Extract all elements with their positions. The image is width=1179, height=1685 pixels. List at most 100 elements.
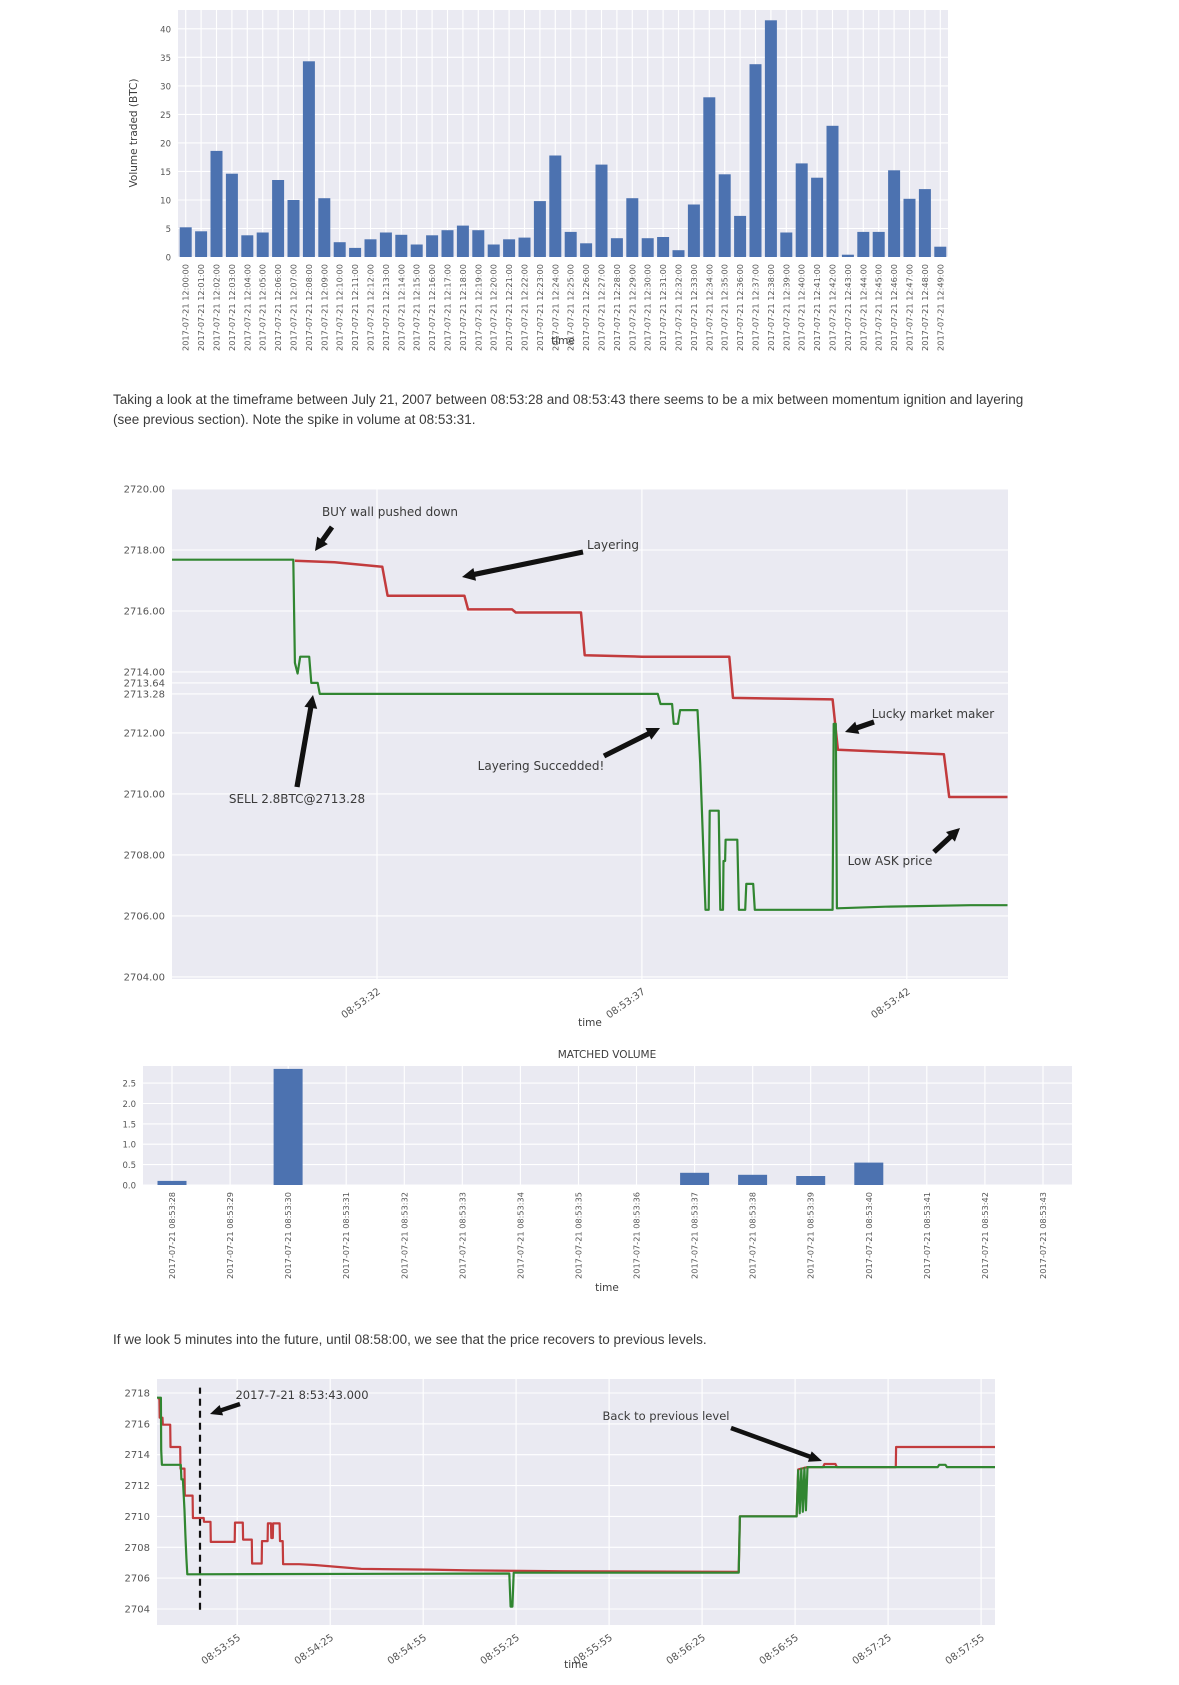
svg-text:2017-07-21 12:42:00: 2017-07-21 12:42:00 [828,264,838,351]
bar [564,231,577,257]
bar [549,155,562,257]
svg-text:2706.00: 2706.00 [124,911,165,922]
x-axis-labels: 08:53:32 08:53:37 08:53:42 [340,986,913,1021]
bar [241,235,254,257]
bar [703,97,716,257]
svg-text:2017-07-21 12:33:00: 2017-07-21 12:33:00 [689,264,699,351]
annotation-arrow [315,525,335,551]
svg-text:MATCHED VOLUME: MATCHED VOLUME [558,1049,656,1061]
plot-area [172,489,1008,979]
annotation-arrow [932,828,960,854]
annotation-arrow [730,1425,822,1462]
svg-text:2710: 2710 [125,1512,150,1523]
svg-text:2017-07-21 12:17:00: 2017-07-21 12:17:00 [443,264,453,351]
annotation: Lucky market maker [845,707,994,734]
annotation: BUY wall pushed down [315,505,458,551]
x-axis-title: time [578,1017,602,1029]
plot-area [157,1379,995,1625]
svg-text:2017-07-21 12:45:00: 2017-07-21 12:45:00 [874,264,884,351]
bar [718,174,731,257]
annotation: 2017-7-21 8:53:43.000 [210,1388,369,1416]
svg-text:2017-07-21 12:18:00: 2017-07-21 12:18:00 [458,264,468,351]
annotation-text: Back to previous level [603,1409,730,1423]
x-axis-title: time [564,1659,588,1671]
svg-text:time: time [578,1017,602,1029]
svg-text:2017-07-21 12:49:00: 2017-07-21 12:49:00 [935,264,945,351]
svg-text:2017-07-21 12:28:00: 2017-07-21 12:28:00 [612,264,622,351]
bar [580,243,593,257]
bid-recovery-line [157,1396,995,1608]
bar [256,232,269,257]
svg-text:2017-07-21 12:43:00: 2017-07-21 12:43:00 [843,264,853,351]
bar [272,180,285,257]
svg-text:2017-07-21 08:53:36: 2017-07-21 08:53:36 [632,1192,642,1279]
svg-text:2714: 2714 [125,1450,150,1461]
svg-text:2017-07-21 12:29:00: 2017-07-21 12:29:00 [627,264,637,351]
bar [426,235,439,257]
svg-text:2017-07-21 12:06:00: 2017-07-21 12:06:00 [273,264,283,351]
svg-text:2017-07-21 12:32:00: 2017-07-21 12:32:00 [674,264,684,351]
svg-text:2017-07-21 12:07:00: 2017-07-21 12:07:00 [289,264,299,351]
bar [811,177,824,257]
svg-text:2017-07-21 12:16:00: 2017-07-21 12:16:00 [427,264,437,351]
bar [610,238,623,257]
bid-price-line [172,558,1008,911]
svg-text:08:54:25: 08:54:25 [293,1632,336,1667]
svg-text:08:53:37: 08:53:37 [605,986,648,1021]
svg-text:08:53:32: 08:53:32 [340,986,383,1021]
y-axis-labels: 0.0 0.5 1.0 1.5 2.0 2.5 [122,1080,136,1192]
price-zoom-chart: 2720.00 2718.00 2716.00 2714.002713.642713.… [124,485,1008,1029]
svg-text:2017-07-21 12:26:00: 2017-07-21 12:26:00 [581,264,591,351]
svg-text:2017-07-21 12:48:00: 2017-07-21 12:48:00 [920,264,930,351]
bar [533,201,546,257]
svg-text:2017-07-21 08:53:33: 2017-07-21 08:53:33 [457,1192,467,1279]
bar [626,198,639,257]
bar [302,61,315,257]
bar [179,227,192,257]
bar [472,230,485,257]
x-axis-title: time [551,335,575,347]
svg-text:2720.00: 2720.00 [124,485,165,496]
svg-text:08:57:25: 08:57:25 [851,1632,894,1667]
svg-text:2017-07-21 08:53:31: 2017-07-21 08:53:31 [341,1192,351,1279]
svg-text:2017-07-21 12:20:00: 2017-07-21 12:20:00 [489,264,499,351]
bar [349,247,362,257]
svg-text:08:56:55: 08:56:55 [758,1632,801,1667]
svg-text:2017-07-21 08:53:40: 2017-07-21 08:53:40 [864,1192,874,1279]
y-axis-labels: 2720.00 2718.00 2716.00 2714.002713.642713.… [124,485,165,984]
svg-text:2017-07-21 08:53:38: 2017-07-21 08:53:38 [748,1192,758,1279]
svg-text:0.5: 0.5 [122,1161,136,1171]
svg-text:08:53:55: 08:53:55 [200,1632,243,1667]
annotation-arrow [845,719,875,734]
svg-text:2.0: 2.0 [122,1100,136,1110]
svg-text:Volume traded (BTC): Volume traded (BTC) [128,79,140,188]
svg-text:0.0: 0.0 [122,1182,136,1192]
bar [379,232,392,257]
svg-text:2017-07-21 12:25:00: 2017-07-21 12:25:00 [566,264,576,351]
svg-text:2017-07-21 08:53:37: 2017-07-21 08:53:37 [690,1192,700,1279]
bar [780,232,793,257]
svg-text:2017-07-21 12:11:00: 2017-07-21 12:11:00 [350,264,360,351]
bar [903,198,916,257]
bar [487,244,500,257]
y-axis-labels: 2704 2706 2708 2710 2712 2714 2716 2718 [125,1389,150,1616]
svg-text:2017-07-21 12:13:00: 2017-07-21 12:13:00 [381,264,391,351]
svg-text:2708.00: 2708.00 [124,850,165,861]
bar [595,164,608,257]
bars [157,1068,884,1185]
svg-text:25: 25 [160,111,171,121]
price-recovery-chart: 2704 2706 2708 2710 2712 2714 2716 2718 08:53:55… [125,1379,995,1671]
svg-text:2713.28: 2713.28 [124,689,165,700]
svg-text:2714.00: 2714.00 [124,667,165,678]
svg-text:2017-07-21 12:05:00: 2017-07-21 12:05:00 [258,264,268,351]
bar [441,230,454,257]
y-axis-labels: 0 5 10 15 20 25 30 35 40 [160,25,171,263]
svg-text:2017-07-21 12:35:00: 2017-07-21 12:35:00 [720,264,730,351]
svg-text:2.5: 2.5 [122,1080,136,1090]
svg-text:2017-07-21 08:53:43: 2017-07-21 08:53:43 [1038,1192,1048,1279]
bar [738,1174,768,1185]
annotation: Low ASK price [848,828,960,868]
annotation-arrow [462,549,584,581]
annotation: SELL 2.8BTC@2713.28 [229,695,365,806]
